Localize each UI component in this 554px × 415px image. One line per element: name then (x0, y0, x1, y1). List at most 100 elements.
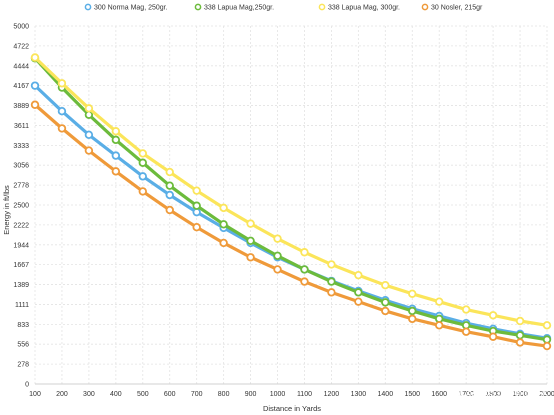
series-1 (30, 81, 552, 343)
x-tick-label: 800 (218, 391, 230, 398)
x-tick-label: 2000 (539, 391, 554, 398)
data-point (138, 158, 147, 167)
data-point (165, 167, 174, 177)
data-point (138, 149, 147, 158)
y-tick-label: 1111 (15, 302, 29, 309)
data-point (219, 203, 228, 213)
data-point (542, 321, 552, 330)
data-point (192, 186, 201, 195)
y-tick-label: 4167 (13, 83, 29, 90)
x-tick-label: 1200 (324, 391, 340, 398)
series-group (30, 53, 552, 351)
data-point (57, 107, 67, 116)
data-point (30, 100, 40, 109)
data-point (30, 53, 40, 62)
y-tick-label: 278 (17, 362, 29, 369)
data-point (461, 327, 471, 336)
y-tick-label: 2222 (13, 222, 29, 229)
data-point (515, 331, 525, 340)
y-axis-ticks: 0 278 556 833 1111 1389 1667 1944 2222 2500 2778 30… (13, 24, 29, 389)
series-2 (30, 54, 552, 344)
x-tick-label: 1900 (512, 391, 528, 398)
legend-label: 300 Norma Mag, 250gr. (94, 5, 168, 12)
legend: 300 Norma Mag, 250gr. 338 Lapua Mag,250gr… (84, 3, 483, 12)
legend-item: 338 Lapua Mag, 300gr. (318, 3, 400, 12)
legend-marker (318, 3, 326, 11)
data-point (192, 222, 201, 232)
data-point (408, 314, 417, 324)
data-point (111, 127, 121, 136)
x-tick-label: 400 (110, 391, 122, 398)
series-line (33, 56, 548, 327)
data-point (57, 79, 67, 88)
data-point (381, 306, 390, 316)
x-tick-label: 1600 (431, 391, 447, 398)
x-axis-ticks: 100 200 300 400 500 600 700 800 900 1000 1100 1200 1… (29, 391, 554, 398)
x-tick-label: 1000 (270, 391, 286, 398)
data-point (488, 311, 498, 320)
legend-marker (194, 3, 202, 11)
legend-label: 338 Lapua Mag, 300gr. (328, 5, 400, 12)
y-tick-label: 0 (25, 382, 29, 389)
legend-label: 338 Lapua Mag,250gr. (204, 5, 274, 12)
x-tick-label: 600 (164, 391, 176, 398)
legend-marker (84, 3, 92, 11)
y-axis-label: Energy in ft/lbs (2, 185, 11, 235)
x-tick-label: 1500 (404, 391, 420, 398)
data-point (381, 280, 390, 290)
data-point (219, 220, 228, 229)
data-point (408, 306, 417, 316)
y-tick-label: 833 (17, 322, 29, 329)
x-tick-label: 700 (191, 391, 203, 398)
data-point (515, 338, 525, 347)
data-point (84, 104, 94, 113)
x-tick-label: 1300 (351, 391, 367, 398)
x-tick-label: 1800 (485, 391, 501, 398)
x-axis-label: Distance in Yards (263, 404, 321, 413)
data-point (111, 151, 121, 160)
data-point (219, 238, 228, 248)
data-point (165, 181, 174, 190)
data-point (488, 332, 498, 341)
series-line (33, 103, 548, 348)
y-tick-label: 556 (17, 342, 29, 349)
watermark-text: 头条 @尖端防务 (453, 388, 548, 404)
x-tick-label: 900 (245, 391, 257, 398)
y-tick-label: 2500 (13, 203, 29, 210)
data-point (138, 172, 147, 181)
legend-item: 300 Norma Mag, 250gr. (84, 3, 168, 12)
series-4 (30, 100, 552, 351)
grid-lines (34, 25, 548, 385)
data-point (273, 265, 282, 274)
data-point (408, 289, 417, 298)
y-tick-label: 5000 (13, 24, 29, 31)
data-point (327, 277, 336, 286)
data-point (354, 297, 363, 306)
data-point (327, 288, 336, 297)
x-tick-label: 300 (83, 391, 95, 398)
series-line (33, 57, 548, 342)
y-tick-label: 1944 (13, 242, 29, 249)
data-point (542, 341, 552, 351)
data-point (111, 167, 121, 176)
legend-label: 30 Nosler, 215gr (431, 5, 483, 12)
y-tick-label: 3056 (13, 163, 29, 170)
data-point (246, 236, 255, 245)
data-point (84, 130, 94, 140)
series-line (33, 84, 548, 340)
x-tick-label: 1400 (378, 391, 394, 398)
data-point (435, 297, 444, 306)
legend-item: 30 Nosler, 215gr (421, 3, 483, 12)
series-3 (30, 53, 552, 330)
data-point (300, 265, 309, 274)
x-tick-label: 100 (29, 391, 41, 398)
data-point (138, 187, 147, 196)
data-point (300, 248, 309, 257)
data-point (84, 146, 94, 155)
y-tick-label: 4722 (13, 43, 29, 50)
data-point (354, 270, 363, 280)
y-tick-label: 2778 (13, 183, 29, 190)
y-tick-label: 3611 (14, 123, 29, 130)
y-tick-label: 1389 (13, 282, 29, 289)
